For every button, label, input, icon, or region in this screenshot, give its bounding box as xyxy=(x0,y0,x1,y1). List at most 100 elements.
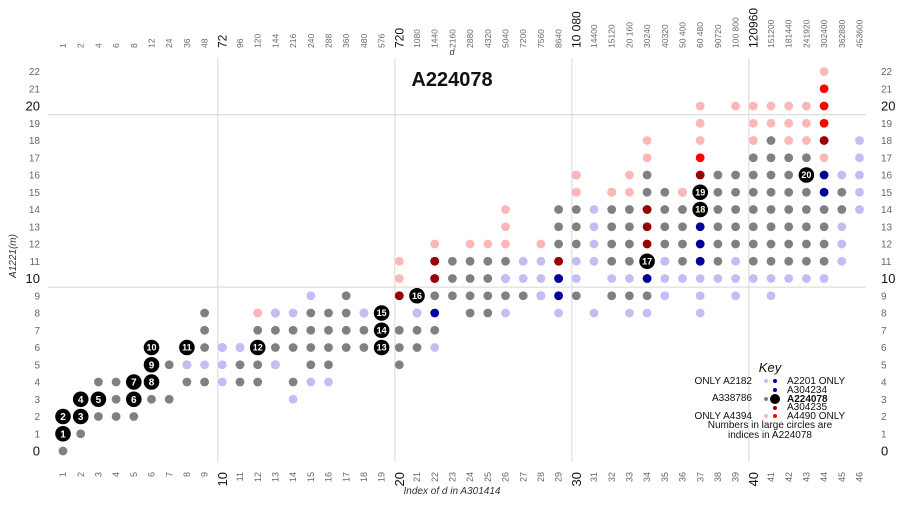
data-point xyxy=(766,187,776,197)
data-point xyxy=(819,118,829,128)
data-point xyxy=(819,222,829,232)
data-point xyxy=(731,205,740,214)
data-point xyxy=(660,256,670,266)
data-point xyxy=(731,101,740,111)
x-tick-label: 44 xyxy=(819,472,829,482)
data-point xyxy=(837,187,847,197)
legend-label-a4490-only: A4490 ONLY xyxy=(787,411,846,422)
data-point xyxy=(766,291,776,301)
x-tick-label: 18 xyxy=(359,472,369,482)
data-point xyxy=(571,170,581,180)
data-point xyxy=(695,118,705,128)
data-point xyxy=(784,256,794,266)
data-point xyxy=(94,377,103,387)
data-point xyxy=(518,291,528,301)
index-label: 12 xyxy=(253,343,263,353)
x-tick-label: 3 xyxy=(94,472,104,477)
x-tick-label: 30 xyxy=(569,472,584,486)
y-tick-label-right: 1 xyxy=(881,429,887,440)
data-point xyxy=(713,170,723,180)
data-point xyxy=(713,222,723,232)
data-point xyxy=(412,343,422,352)
data-point xyxy=(111,412,121,421)
data-point xyxy=(394,291,404,301)
data-point xyxy=(554,274,563,283)
data-point xyxy=(200,360,210,370)
top-tick-label: 362880 xyxy=(837,19,847,48)
y-tick-label-left: 6 xyxy=(34,343,40,354)
x-tick-label: 22 xyxy=(430,472,440,482)
y-tick-label-left: 13 xyxy=(29,222,41,233)
data-point xyxy=(766,239,776,249)
y-tick-label-left: 4 xyxy=(34,378,40,389)
data-point xyxy=(731,274,740,283)
data-point xyxy=(642,205,652,214)
index-point xyxy=(55,408,71,425)
index-point xyxy=(72,408,89,425)
data-point xyxy=(341,291,351,301)
x-tick-label: 21 xyxy=(412,472,422,482)
data-point xyxy=(571,222,581,232)
y-tick-label-left: 22 xyxy=(29,67,41,78)
top-tick-label: 2880 xyxy=(465,29,475,48)
data-point xyxy=(182,360,192,370)
legend-label-only-a2182: ONLY A2182 xyxy=(695,376,753,387)
data-point xyxy=(625,291,634,301)
y-tick-label-left: 5 xyxy=(34,360,40,371)
data-point xyxy=(784,222,794,232)
top-axis-label: d xyxy=(449,47,455,57)
data-point xyxy=(324,308,333,318)
top-tick-label: 216 xyxy=(288,34,298,48)
top-tick-label: 96 xyxy=(235,38,245,48)
x-tick-label: 45 xyxy=(837,472,847,482)
legend-label-only-a4394: ONLY A4394 xyxy=(695,411,753,422)
data-point xyxy=(713,205,723,214)
top-tick-label: 2 xyxy=(76,43,86,48)
data-point xyxy=(766,153,776,163)
data-point xyxy=(235,360,245,370)
data-point xyxy=(713,256,723,266)
index-point xyxy=(143,339,160,356)
data-point xyxy=(784,118,794,128)
data-point xyxy=(802,256,811,266)
top-tick-label: 360 xyxy=(341,34,351,48)
top-tick-label: 288 xyxy=(323,34,333,48)
data-point xyxy=(483,291,493,301)
top-tick-label: 40320 xyxy=(660,24,670,48)
y-tick-label-right: 8 xyxy=(881,309,887,320)
x-tick-label: 10 xyxy=(215,472,230,486)
data-point xyxy=(660,274,670,283)
top-tick-label: 720 xyxy=(393,28,407,48)
data-point xyxy=(324,343,333,352)
data-point xyxy=(678,256,687,266)
data-point xyxy=(748,274,758,283)
data-point xyxy=(837,205,847,214)
data-point xyxy=(501,308,510,318)
x-tick-label: 33 xyxy=(625,472,635,482)
x-tick-label: 13 xyxy=(271,472,281,482)
x-tick-label: 39 xyxy=(731,472,741,482)
data-point xyxy=(589,239,599,249)
data-point xyxy=(642,136,652,145)
x-tick-label: 6 xyxy=(147,472,157,477)
data-point xyxy=(819,153,829,163)
top-tick-label: 144 xyxy=(270,34,280,48)
top-tick-label: 6 xyxy=(111,43,121,48)
top-tick-label: 151200 xyxy=(766,19,776,48)
x-axis-label: Index of d in A301414 xyxy=(404,486,501,497)
data-point xyxy=(837,170,847,180)
data-point xyxy=(465,274,475,283)
x-tick-label: 17 xyxy=(341,472,351,482)
data-point xyxy=(412,308,422,318)
index-label: 4 xyxy=(78,395,84,406)
data-point xyxy=(731,239,740,249)
data-point xyxy=(430,343,440,352)
data-point xyxy=(518,256,528,266)
data-point xyxy=(642,274,652,283)
data-point xyxy=(678,239,687,249)
x-tick-label: 2 xyxy=(76,472,86,477)
data-point xyxy=(501,222,510,232)
data-point xyxy=(695,256,705,266)
top-tick-label: 100 800 xyxy=(731,17,741,48)
